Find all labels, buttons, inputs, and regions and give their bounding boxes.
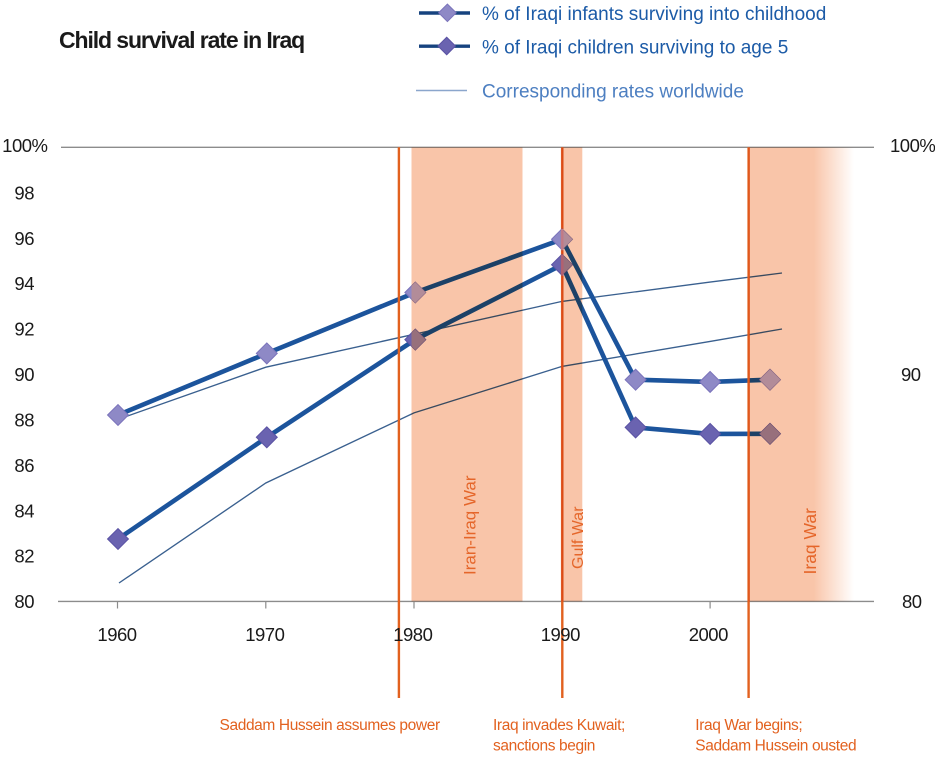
- svg-text:1990: 1990: [541, 624, 580, 645]
- svg-text:80: 80: [902, 591, 922, 612]
- svg-text:Iraq War: Iraq War: [800, 508, 820, 575]
- svg-text:Iraq War begins;: Iraq War begins;: [695, 717, 802, 734]
- svg-text:100%: 100%: [2, 135, 47, 156]
- svg-text:94: 94: [14, 273, 34, 294]
- svg-text:84: 84: [14, 500, 34, 521]
- svg-text:96: 96: [14, 228, 34, 249]
- svg-text:sanctions begin: sanctions begin: [493, 738, 595, 754]
- svg-text:Iran-Iraq War: Iran-Iraq War: [461, 475, 480, 575]
- svg-text:Corresponding rates worldwide: Corresponding rates worldwide: [482, 82, 744, 103]
- svg-text:88: 88: [14, 409, 34, 430]
- svg-text:98: 98: [14, 182, 34, 203]
- svg-text:1960: 1960: [97, 624, 136, 645]
- svg-text:Saddam Hussein ousted: Saddam Hussein ousted: [695, 738, 856, 754]
- svg-text:80: 80: [14, 591, 34, 612]
- svg-text:86: 86: [14, 455, 34, 476]
- svg-text:% of Iraqi infants surviving i: % of Iraqi infants surviving into childh…: [482, 4, 826, 25]
- svg-text:Child survival rate in Iraq: Child survival rate in Iraq: [59, 27, 304, 53]
- svg-text:1970: 1970: [245, 624, 284, 645]
- svg-text:Gulf War: Gulf War: [570, 506, 587, 569]
- svg-text:82: 82: [14, 546, 34, 567]
- svg-text:92: 92: [14, 319, 34, 340]
- svg-text:Iraq invades Kuwait;: Iraq invades Kuwait;: [493, 717, 625, 734]
- svg-text:90: 90: [901, 364, 921, 385]
- svg-text:% of Iraqi children surviving: % of Iraqi children surviving to age 5: [482, 37, 788, 58]
- svg-text:1980: 1980: [393, 624, 432, 645]
- svg-text:90: 90: [14, 364, 34, 385]
- svg-text:Saddam Hussein assumes power: Saddam Hussein assumes power: [220, 717, 440, 734]
- svg-text:2000: 2000: [689, 624, 728, 645]
- svg-text:100%: 100%: [890, 135, 935, 156]
